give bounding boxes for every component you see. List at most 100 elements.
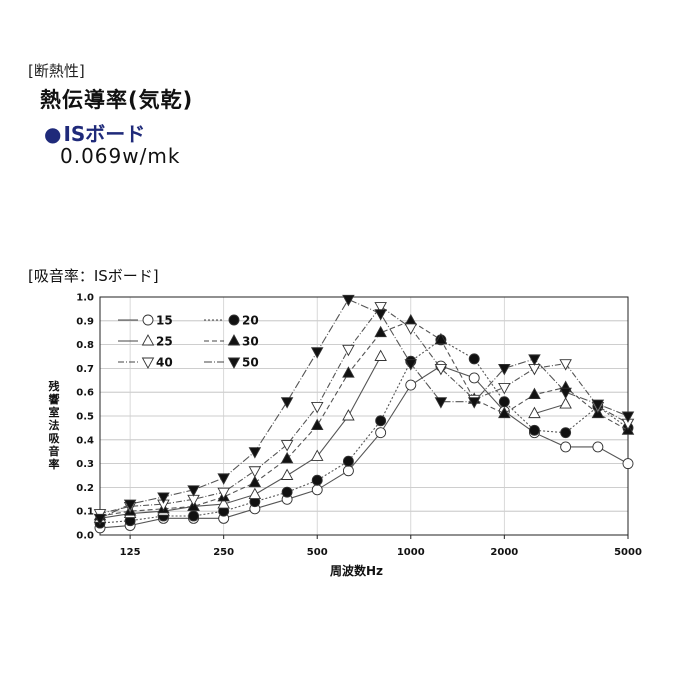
series-line: [99, 305, 629, 515]
legend-marker: [227, 357, 241, 369]
legend-marker: [141, 357, 155, 369]
data-point: [434, 332, 448, 345]
series-line: [99, 356, 382, 519]
data-point: [342, 344, 355, 357]
data-point: [342, 465, 354, 477]
x-tick-label: 125: [120, 547, 141, 558]
data-point: [217, 473, 230, 485]
data-point: [310, 402, 324, 414]
data-point: [310, 449, 324, 461]
product-label: ● ISボード: [44, 118, 145, 147]
x-tick-label: 500: [307, 547, 328, 558]
data-point: [374, 309, 387, 321]
y-axis-label: 残響室法吸音率: [48, 380, 60, 471]
x-axis-label: 周波数Hz: [330, 564, 384, 578]
data-point: [248, 447, 262, 459]
data-point: [528, 363, 541, 376]
data-point: [157, 492, 170, 504]
y-tick-label: 0.4: [76, 435, 94, 446]
y-tick-label: 0.9: [76, 316, 94, 327]
data-point: [342, 409, 355, 421]
data-point: [280, 397, 294, 409]
x-tick-label: 1000: [397, 547, 425, 558]
data-point: [187, 485, 200, 497]
data-point: [560, 427, 572, 439]
data-point: [468, 372, 480, 384]
legend-label: 20: [242, 314, 259, 328]
data-point: [280, 451, 294, 464]
series-line: [99, 298, 629, 519]
y-tick-label: 1.0: [76, 293, 94, 304]
data-point: [375, 427, 387, 439]
data-point: [405, 379, 417, 391]
data-point: [528, 424, 540, 436]
y-tick-label: 0.5: [76, 412, 94, 423]
legend: 15 20 25 30 40 50: [118, 314, 259, 370]
data-point: [281, 486, 293, 498]
y-tick-label: 0.8: [76, 340, 94, 351]
data-point: [404, 323, 418, 335]
x-tick-label: 250: [213, 547, 234, 558]
data-point: [404, 359, 418, 371]
data-point: [528, 387, 541, 400]
x-tick-label: 2000: [490, 547, 518, 558]
data-point: [434, 397, 448, 409]
y-tick-label: 0.1: [76, 507, 94, 518]
legend-label: 50: [242, 356, 259, 370]
data-point: [468, 353, 480, 365]
y-tick-label: 0.3: [76, 459, 94, 470]
series-line: [534, 403, 566, 415]
data-point: [217, 487, 230, 500]
data-point: [560, 441, 572, 453]
data-point: [434, 363, 448, 376]
data-point: [404, 313, 418, 326]
data-point: [528, 354, 541, 366]
data-point: [528, 406, 541, 419]
x-tick-label: 5000: [614, 547, 642, 558]
data-point: [559, 387, 572, 400]
data-point: [591, 399, 605, 412]
series-line: [99, 339, 629, 524]
legend-marker: [227, 334, 241, 346]
data-point: [374, 325, 387, 338]
y-tick-label: 0.7: [76, 364, 94, 375]
legend-label: 30: [242, 335, 259, 349]
bullet-icon: ●: [44, 122, 62, 146]
data-point: [621, 411, 635, 423]
legend-label: 25: [156, 335, 173, 349]
data-point: [342, 366, 355, 378]
legend-marker: [228, 314, 240, 326]
data-point: [498, 382, 511, 395]
data-point: [248, 475, 262, 488]
y-tick-label: 0.2: [76, 483, 94, 494]
series-line: [99, 365, 629, 529]
data-point: [375, 415, 387, 427]
data-point: [311, 484, 323, 496]
data-point: [342, 294, 355, 307]
chart-title: [吸音率：ISボード]: [28, 267, 159, 285]
series-20: [94, 334, 634, 529]
data-point: [123, 499, 137, 511]
data-point: [559, 397, 572, 409]
page-title: 熱伝導率(気乾): [40, 88, 194, 112]
thermal-conductivity-value: 0.069w/mk: [60, 144, 181, 168]
legend-marker: [142, 314, 154, 326]
data-point: [342, 455, 354, 467]
data-point: [498, 406, 511, 419]
legend-label: 40: [156, 356, 173, 370]
data-point: [559, 359, 572, 371]
data-point: [188, 510, 200, 522]
data-point: [93, 513, 107, 526]
data-point: [310, 347, 324, 359]
data-point: [498, 396, 510, 408]
y-tick-label: 0.0: [76, 531, 94, 542]
series-50: [93, 294, 635, 526]
series-30: [93, 313, 635, 521]
data-point: [310, 418, 324, 430]
series-line: [99, 320, 629, 517]
data-point: [217, 497, 230, 509]
data-point: [592, 441, 604, 453]
data-point: [622, 458, 634, 470]
data-point: [498, 363, 511, 376]
